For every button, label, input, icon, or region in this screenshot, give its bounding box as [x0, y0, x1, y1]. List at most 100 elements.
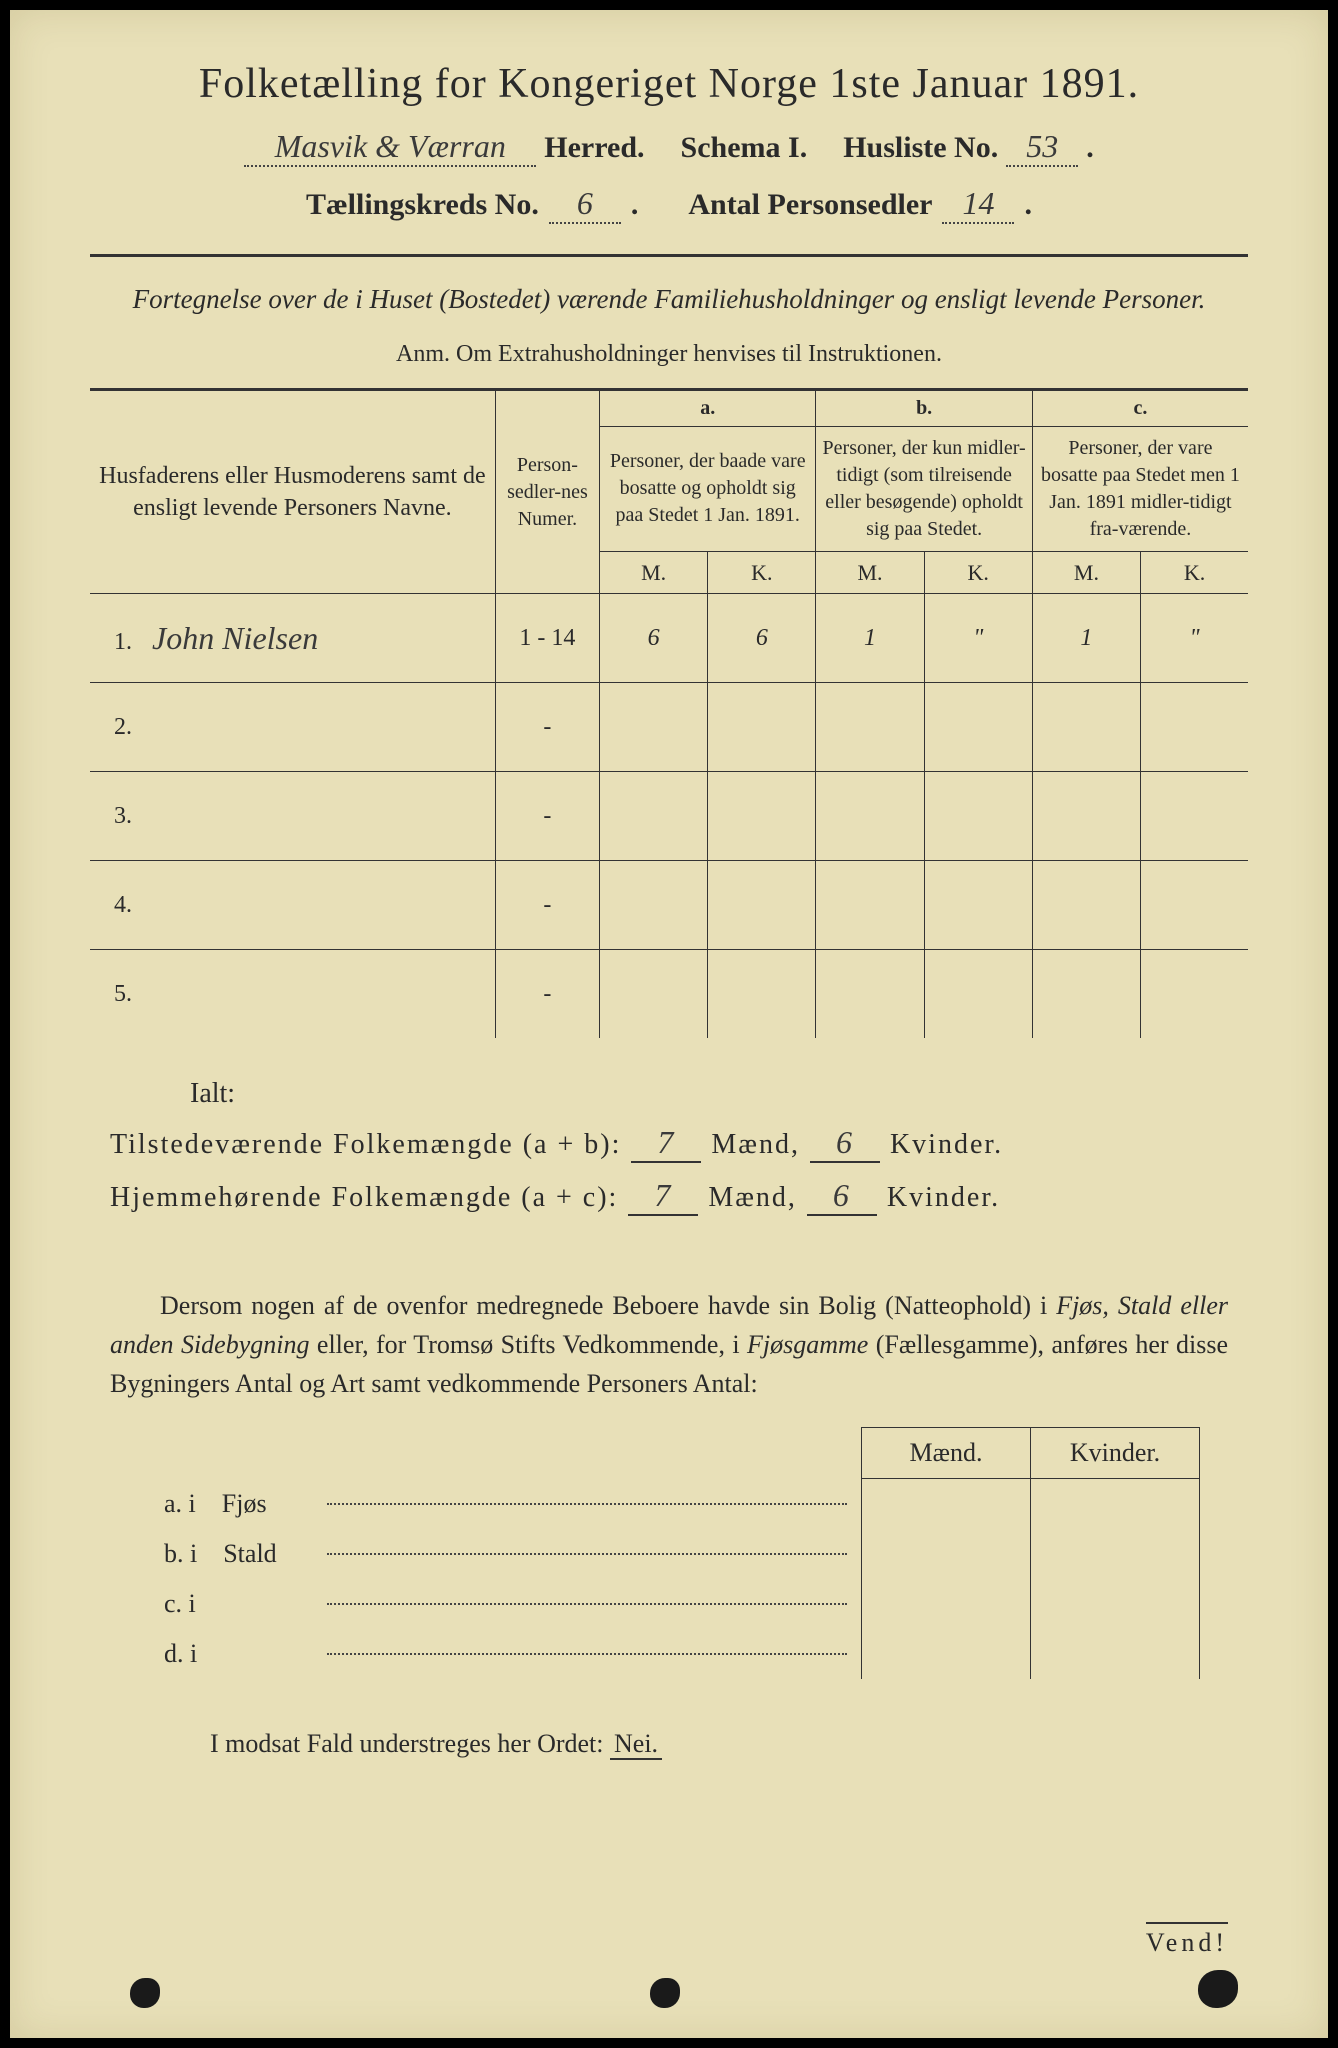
cell-a-m [600, 861, 708, 950]
header-line-2: Masvik & Værran Herred. Schema I. Huslis… [90, 128, 1248, 167]
cell-b-m [816, 861, 924, 950]
husliste-no-handwritten: 53 [1006, 128, 1078, 167]
inkblot-icon [650, 1978, 680, 2008]
row-name: 5. [90, 950, 495, 1039]
table-row: 3.- [90, 772, 1248, 861]
herred-handwritten: Masvik & Værran [244, 128, 536, 167]
building-m-cell [862, 1579, 1031, 1629]
col-c-m: M. [1032, 551, 1140, 594]
anm-note: Anm. Om Extrahusholdninger henvises til … [90, 341, 1248, 368]
ialt-row1-k: 6 [810, 1124, 880, 1163]
ialt-row2-label: Hjemmehørende Folkemængde (a + c): [110, 1182, 618, 1214]
row-num: - [495, 683, 599, 772]
cell-a-k: 6 [708, 594, 816, 683]
cell-c-m [1032, 861, 1140, 950]
separator [90, 254, 1248, 257]
row-num: - [495, 861, 599, 950]
cell-c-k: " [1141, 594, 1248, 683]
building-m-cell [862, 1529, 1031, 1579]
building-row: a. i Fjøs [150, 1479, 1200, 1529]
building-table: Mænd. Kvinder. a. i Fjøsb. i Staldc. i d… [150, 1427, 1200, 1679]
building-k-cell [1031, 1579, 1200, 1629]
ialt-row1-m: 7 [631, 1124, 701, 1163]
cell-b-k [924, 950, 1032, 1039]
building-k-cell [1031, 1479, 1200, 1529]
cell-c-k [1141, 861, 1248, 950]
building-row-label: a. i Fjøs [150, 1479, 313, 1529]
building-row: d. i [150, 1629, 1200, 1679]
cell-a-k [708, 950, 816, 1039]
cell-c-m [1032, 683, 1140, 772]
ialt-row2-m: 7 [628, 1177, 698, 1216]
col-c-header: Personer, der vare bosatte paa Stedet me… [1032, 426, 1248, 551]
page-title: Folketælling for Kongeriget Norge 1ste J… [90, 60, 1248, 108]
building-paragraph: Dersom nogen af de ovenfor medregnede Be… [110, 1286, 1228, 1403]
subheading: Fortegnelse over de i Huset (Bostedet) v… [130, 281, 1208, 319]
col-a-k: K. [708, 551, 816, 594]
building-row-label: b. i Stald [150, 1529, 313, 1579]
cell-c-m [1032, 950, 1140, 1039]
kreds-label: Tællingskreds No. [306, 188, 539, 222]
cell-b-m [816, 950, 924, 1039]
building-row-label: c. i [150, 1579, 313, 1629]
cell-a-m [600, 772, 708, 861]
building-maend-header: Mænd. [862, 1428, 1031, 1479]
table-row: 4.- [90, 861, 1248, 950]
ialt-row-1: Tilstedeværende Folkemængde (a + b): 7 M… [110, 1124, 1228, 1163]
cell-a-m [600, 683, 708, 772]
row-num: 1 - 14 [495, 594, 599, 683]
building-row: b. i Stald [150, 1529, 1200, 1579]
kreds-no-handwritten: 6 [549, 185, 621, 224]
husliste-label: Husliste No. [843, 131, 998, 165]
inkblot-icon [130, 1978, 160, 2008]
ialt-row-2: Hjemmehørende Folkemængde (a + c): 7 Mæn… [110, 1177, 1228, 1216]
cell-b-k [924, 772, 1032, 861]
cell-a-k [708, 772, 816, 861]
nei-word: Nei. [610, 1729, 662, 1760]
table-row: 2.- [90, 683, 1248, 772]
vend-label: Vend! [1146, 1922, 1228, 1958]
cell-b-m: 1 [816, 594, 924, 683]
census-form-page: Folketælling for Kongeriget Norge 1ste J… [10, 10, 1328, 2038]
cell-c-k [1141, 683, 1248, 772]
cell-c-m: 1 [1032, 594, 1140, 683]
ialt-row1-label: Tilstedeværende Folkemængde (a + b): [110, 1129, 621, 1161]
antal-handwritten: 14 [942, 185, 1014, 224]
cell-b-m [816, 772, 924, 861]
col-b-k: K. [924, 551, 1032, 594]
herred-label: Herred. [544, 131, 644, 165]
antal-label: Antal Personsedler [688, 188, 932, 222]
building-kvinder-header: Kvinder. [1031, 1428, 1200, 1479]
col-c-k: K. [1141, 551, 1248, 594]
schema-label: Schema I. [681, 131, 808, 165]
row-name: 2. [90, 683, 495, 772]
building-m-cell [862, 1479, 1031, 1529]
nei-line: I modsat Fald understreges her Ordet: Ne… [210, 1729, 1248, 1759]
table-row: 1.John Nielsen1 - 14661"1" [90, 594, 1248, 683]
inkblot-icon [1198, 1970, 1238, 2008]
row-num: - [495, 772, 599, 861]
cell-b-k: " [924, 594, 1032, 683]
cell-a-k [708, 861, 816, 950]
col-name-header: Husfaderens eller Husmoderens samt de en… [90, 389, 495, 594]
col-b-letter: b. [816, 389, 1032, 426]
row-num: - [495, 950, 599, 1039]
building-row-label: d. i [150, 1629, 313, 1679]
building-row: c. i [150, 1579, 1200, 1629]
row-name: 3. [90, 772, 495, 861]
col-a-header: Personer, der baade vare bosatte og opho… [600, 426, 816, 551]
building-k-cell [1031, 1529, 1200, 1579]
cell-a-k [708, 683, 816, 772]
row-name: 4. [90, 861, 495, 950]
row-name: 1.John Nielsen [90, 594, 495, 683]
building-m-cell [862, 1629, 1031, 1679]
cell-a-m: 6 [600, 594, 708, 683]
ialt-label: Ialt: [190, 1078, 1248, 1110]
col-c-letter: c. [1032, 389, 1248, 426]
col-b-header: Personer, der kun midler-tidigt (som til… [816, 426, 1032, 551]
cell-c-m [1032, 772, 1140, 861]
cell-b-k [924, 861, 1032, 950]
col-a-letter: a. [600, 389, 816, 426]
cell-a-m [600, 950, 708, 1039]
header-line-3: Tællingskreds No. 6 . Antal Personsedler… [90, 185, 1248, 224]
